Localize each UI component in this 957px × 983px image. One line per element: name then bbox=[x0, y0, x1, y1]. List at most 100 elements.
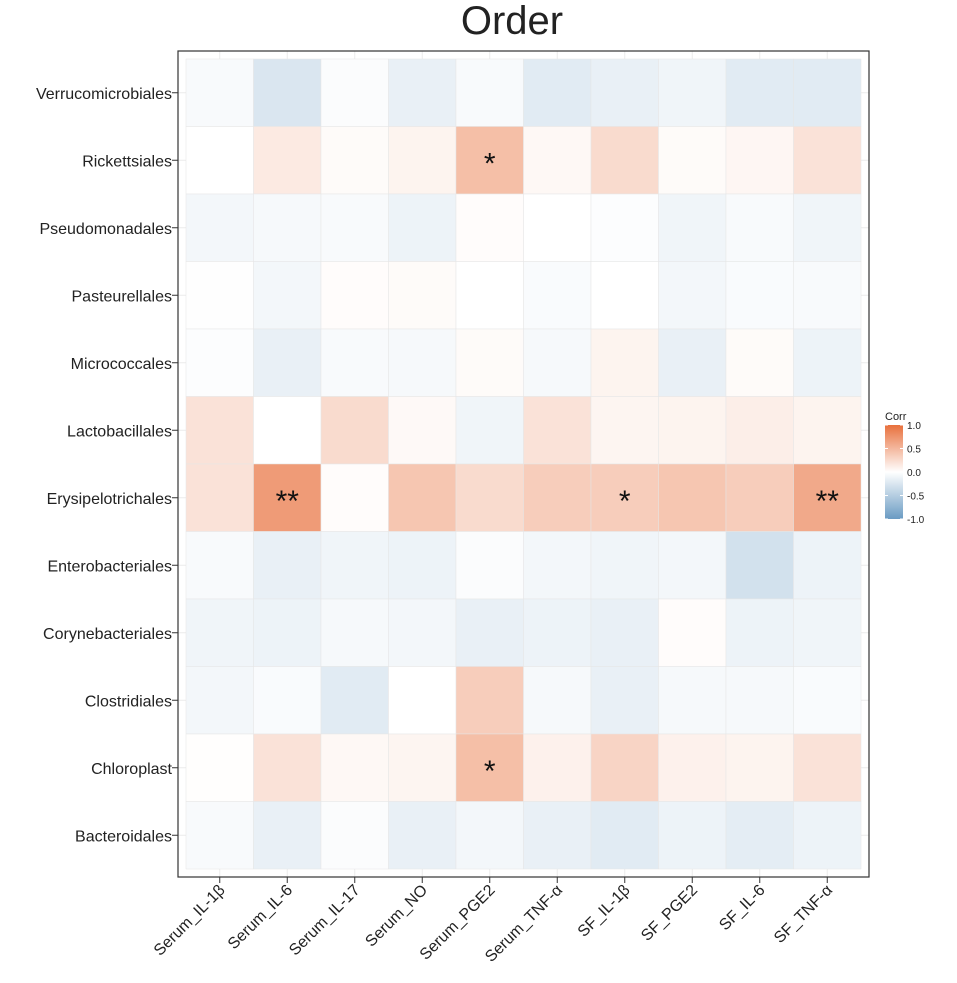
heatmap-cell bbox=[455, 261, 524, 330]
heatmap-cell bbox=[185, 126, 254, 195]
heatmap-cell bbox=[793, 193, 862, 262]
heatmap-cell bbox=[253, 666, 322, 735]
heatmap-cell bbox=[793, 531, 862, 600]
heatmap-cell bbox=[455, 463, 524, 532]
heatmap-cell bbox=[725, 58, 794, 127]
heatmap-cell bbox=[455, 58, 524, 127]
heatmap-cell bbox=[658, 261, 727, 330]
heatmap-cell bbox=[658, 328, 727, 397]
heatmap-cell bbox=[253, 801, 322, 870]
heatmap-cell bbox=[725, 126, 794, 195]
heatmap-cell bbox=[253, 328, 322, 397]
panel-border bbox=[177, 50, 870, 878]
heatmap-cell bbox=[388, 666, 457, 735]
heatmap-cell bbox=[253, 193, 322, 262]
heatmap-cell bbox=[388, 463, 457, 532]
heatmap-cell bbox=[185, 261, 254, 330]
heatmap-cell bbox=[185, 396, 254, 465]
heatmap-cell bbox=[523, 126, 592, 195]
significance-marker: ** bbox=[276, 485, 300, 518]
heatmap-cell bbox=[793, 733, 862, 802]
heatmap-cell bbox=[725, 261, 794, 330]
heatmap-cell bbox=[725, 666, 794, 735]
heatmap-cell bbox=[725, 328, 794, 397]
legend-tick-label: -1.0 bbox=[907, 515, 925, 526]
significance-marker: * bbox=[619, 485, 631, 518]
heatmap-cell bbox=[320, 801, 389, 870]
heatmap-cell bbox=[658, 801, 727, 870]
heatmap-cell bbox=[455, 531, 524, 600]
heatmap-cell bbox=[725, 598, 794, 667]
heatmap-cell bbox=[523, 531, 592, 600]
heatmap-cell bbox=[388, 598, 457, 667]
heatmap-cell bbox=[320, 261, 389, 330]
heatmap-cell bbox=[523, 463, 592, 532]
legend-tick-label: 0.0 bbox=[907, 468, 921, 479]
y-tick-label: Clostridiales bbox=[85, 693, 172, 710]
heatmap-cell bbox=[725, 733, 794, 802]
heatmap-cell bbox=[185, 463, 254, 532]
heatmap-cell bbox=[590, 261, 659, 330]
heatmap-cell bbox=[185, 58, 254, 127]
heatmap-cell bbox=[455, 666, 524, 735]
y-tick-label: Corynebacteriales bbox=[43, 626, 172, 643]
heatmap-cell bbox=[590, 801, 659, 870]
heatmap-cell bbox=[590, 463, 659, 532]
heatmap-cell bbox=[455, 598, 524, 667]
heatmap-cell bbox=[658, 666, 727, 735]
heatmap-cells bbox=[177, 50, 870, 878]
heatmap-cell bbox=[725, 396, 794, 465]
heatmap-cell bbox=[523, 58, 592, 127]
heatmap-cell bbox=[590, 666, 659, 735]
heatmap-cell bbox=[793, 801, 862, 870]
heatmap-cell bbox=[658, 531, 727, 600]
heatmap-cell bbox=[320, 126, 389, 195]
heatmap-cell bbox=[793, 126, 862, 195]
y-tick-label: Pasteurellales bbox=[72, 288, 173, 305]
heatmap-cell bbox=[388, 193, 457, 262]
heatmap-cell bbox=[793, 396, 862, 465]
heatmap-cell bbox=[388, 531, 457, 600]
heatmap-cell bbox=[185, 733, 254, 802]
heatmap-cell bbox=[658, 598, 727, 667]
y-tick-label: Chloroplast bbox=[91, 761, 172, 778]
heatmap-cell bbox=[590, 531, 659, 600]
heatmap-cell bbox=[388, 261, 457, 330]
heatmap-cell bbox=[523, 733, 592, 802]
y-tick-label: Verrucomicrobiales bbox=[36, 86, 172, 103]
heatmap-cell bbox=[253, 261, 322, 330]
heatmap-cell bbox=[320, 58, 389, 127]
heatmap-cell bbox=[388, 58, 457, 127]
heatmap-cell bbox=[590, 328, 659, 397]
heatmap-cell bbox=[388, 396, 457, 465]
legend-title: Corr bbox=[885, 411, 907, 423]
heatmap-cell bbox=[388, 126, 457, 195]
heatmap-cell bbox=[185, 328, 254, 397]
y-tick-label: Enterobacteriales bbox=[47, 558, 172, 575]
heatmap-cell bbox=[253, 396, 322, 465]
heatmap-cell bbox=[658, 58, 727, 127]
heatmap-cell bbox=[793, 463, 862, 532]
legend-tick-label: 0.5 bbox=[907, 445, 921, 456]
heatmap-cell bbox=[185, 531, 254, 600]
heatmap-cell bbox=[793, 261, 862, 330]
heatmap-cell bbox=[793, 598, 862, 667]
y-axis: Verrucomicrobiales Rickettsiales Pseudomon… bbox=[36, 86, 178, 845]
heatmap-cell bbox=[320, 733, 389, 802]
significance-annotations: *** * *** bbox=[276, 147, 840, 788]
significance-marker: * bbox=[484, 147, 496, 180]
heatmap-cell bbox=[523, 328, 592, 397]
legend-tick-label: -0.5 bbox=[907, 492, 925, 503]
y-tick-label: Rickettsiales bbox=[82, 153, 172, 170]
y-tick-label: Micrococcales bbox=[71, 356, 172, 373]
heatmap-cell bbox=[590, 598, 659, 667]
heatmap-cell bbox=[590, 193, 659, 262]
heatmap-cell bbox=[523, 193, 592, 262]
heatmap-cell bbox=[725, 531, 794, 600]
heatmap-cell bbox=[658, 396, 727, 465]
heatmap-cell bbox=[793, 328, 862, 397]
heatmap-cell bbox=[253, 531, 322, 600]
heatmap-cell bbox=[185, 801, 254, 870]
heatmap-cell bbox=[320, 598, 389, 667]
